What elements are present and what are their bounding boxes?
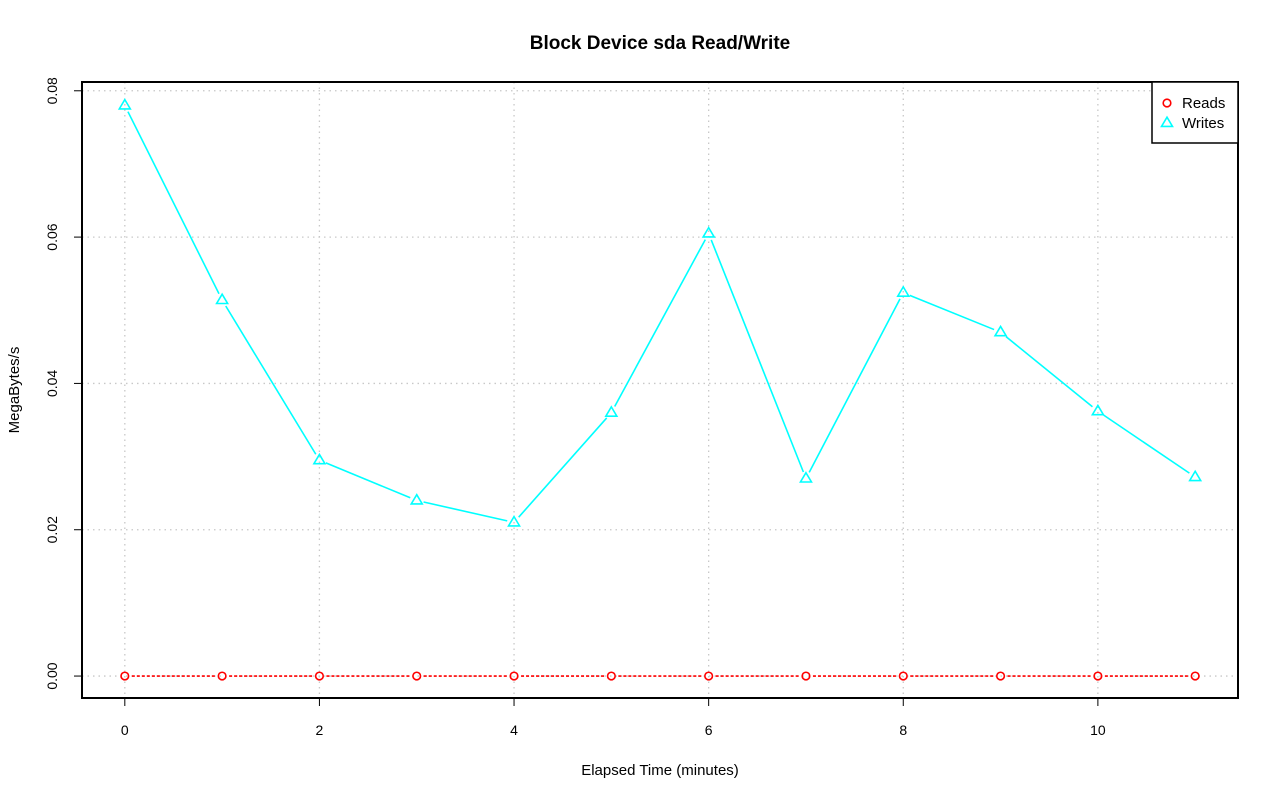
series-segment <box>225 305 317 455</box>
data-point <box>704 671 714 681</box>
data-point <box>314 671 325 681</box>
series-reads <box>120 671 1200 681</box>
x-tick-label: 8 <box>899 722 907 738</box>
data-point <box>896 285 911 297</box>
data-point <box>120 671 130 681</box>
x-tick-label: 10 <box>1090 722 1106 738</box>
data-point <box>507 515 521 527</box>
data-point <box>1090 403 1105 416</box>
legend-label: Reads <box>1182 95 1225 112</box>
series-segment <box>1005 335 1093 408</box>
series-layer <box>117 98 1203 681</box>
data-point <box>993 324 1008 337</box>
data-point <box>217 671 227 681</box>
data-point <box>509 671 519 681</box>
series-segment <box>808 298 901 473</box>
data-point <box>701 226 716 238</box>
axes: 0 2 4 6 8 10 0.00 0.02 0.04 0.06 0.08 <box>44 77 1106 738</box>
series-segment <box>518 417 608 518</box>
data-point <box>799 471 813 483</box>
data-point <box>995 671 1006 681</box>
series-segment <box>909 294 995 331</box>
x-tick-label: 0 <box>121 722 129 738</box>
data-point <box>898 671 908 681</box>
legend: Reads Writes <box>1151 81 1239 144</box>
data-point <box>1093 671 1103 681</box>
legend-box <box>1151 81 1239 144</box>
data-point <box>801 671 811 681</box>
x-axis-label: Elapsed Time (minutes) <box>581 762 739 779</box>
grid <box>82 82 1238 698</box>
y-tick-label: 0.04 <box>44 370 60 397</box>
data-point <box>1190 671 1200 681</box>
chart-title: Block Device sda Read/Write <box>530 33 790 54</box>
x-tick-label: 2 <box>316 722 324 738</box>
series-segment <box>613 239 707 407</box>
x-tick-label: 4 <box>510 722 518 738</box>
plot-frame <box>81 81 1239 699</box>
series-segment <box>710 239 805 473</box>
series-writes <box>117 98 1203 527</box>
data-point <box>1188 469 1203 482</box>
series-segment <box>127 111 220 295</box>
data-point <box>117 98 132 110</box>
x-tick-label: 6 <box>705 722 713 738</box>
legend-label: Writes <box>1182 115 1224 132</box>
data-point <box>215 292 230 305</box>
legend-marker <box>1160 115 1174 128</box>
y-tick-label: 0.06 <box>44 223 60 250</box>
series-segment <box>325 462 411 499</box>
legend-marker <box>1162 98 1172 108</box>
y-tick-label: 0.08 <box>44 77 60 104</box>
y-tick-label: 0.02 <box>44 516 60 543</box>
series-segment <box>423 501 508 522</box>
data-point <box>606 671 616 681</box>
data-point <box>409 493 424 505</box>
y-tick-label: 0.00 <box>44 662 60 689</box>
data-point <box>412 671 422 681</box>
series-segment <box>1103 414 1190 474</box>
data-point <box>604 405 619 417</box>
data-point <box>312 452 327 465</box>
y-axis-label: MegaBytes/s <box>6 347 23 434</box>
